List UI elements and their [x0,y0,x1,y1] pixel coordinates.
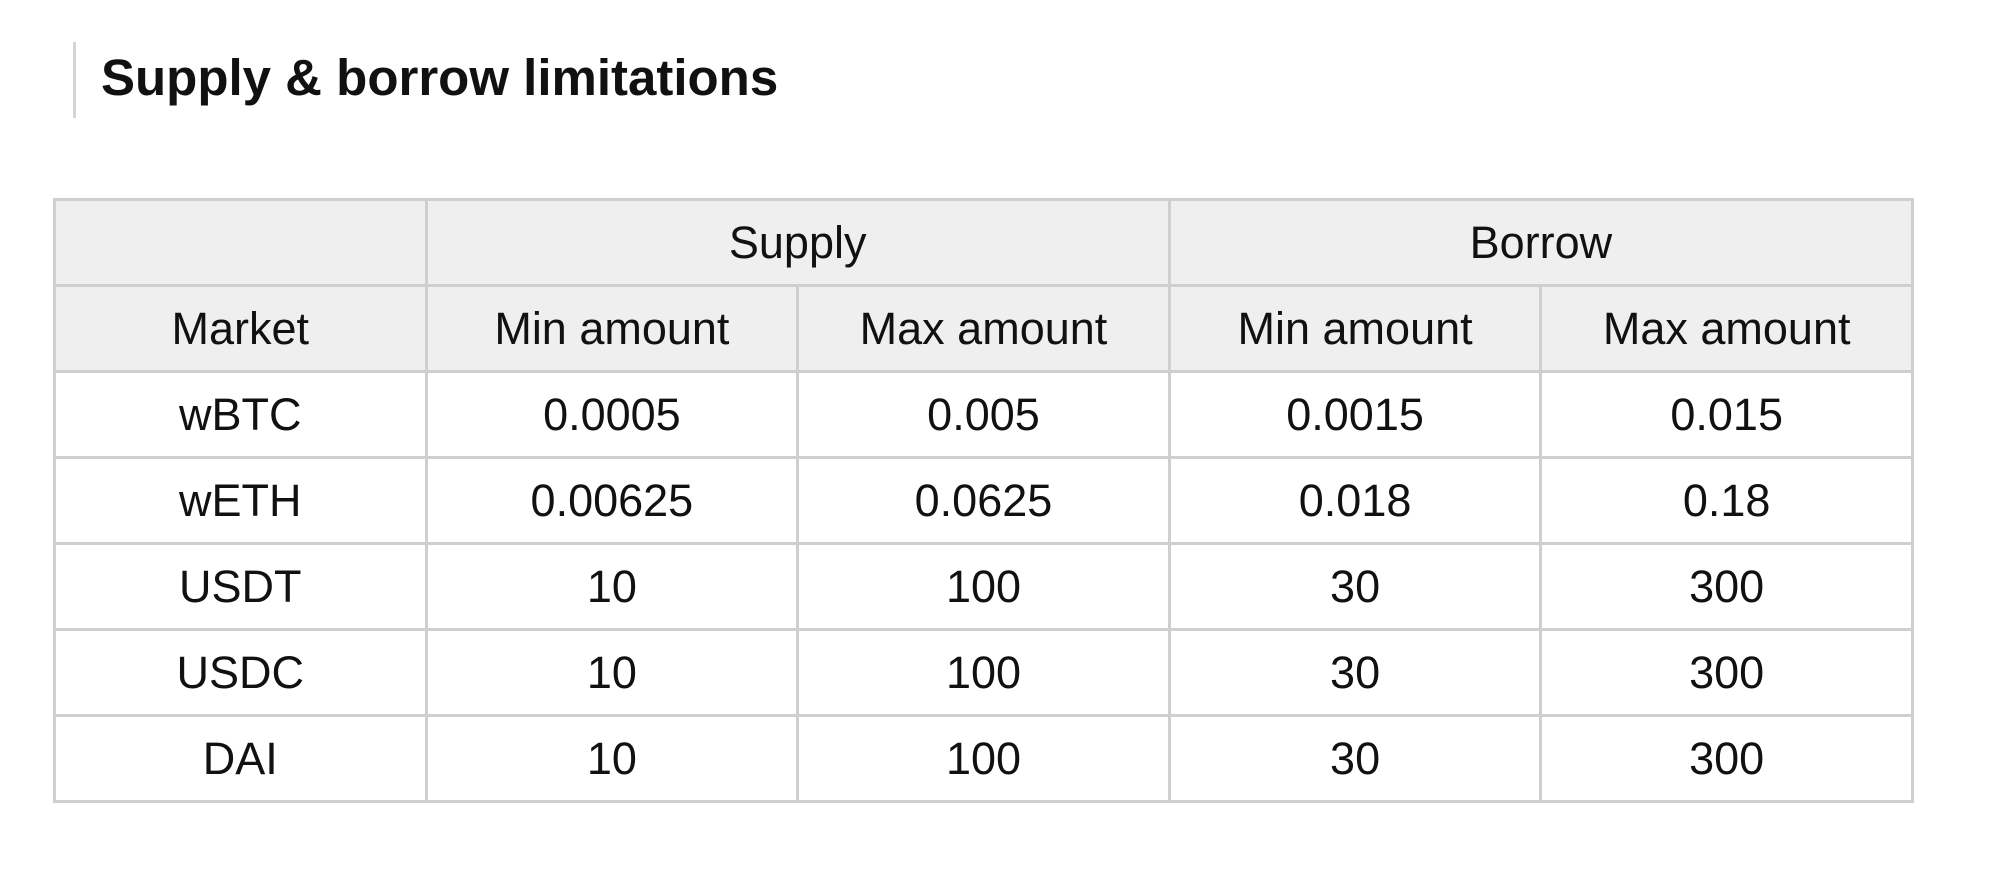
borrow-min-cell: 0.018 [1167,456,1543,545]
table-row: wETH 0.00625 0.0625 0.018 0.18 [53,456,1914,545]
borrow-min-cell: 0.0015 [1167,370,1543,459]
supply-max-cell: 0.005 [796,370,1171,459]
supply-min-cell: 10 [424,714,800,803]
table-row: wBTC 0.0005 0.005 0.0015 0.015 [53,370,1914,459]
borrow-min-cell: 30 [1167,628,1543,717]
market-cell: wETH [53,456,428,545]
supply-max-cell: 100 [796,542,1171,631]
limits-table: Supply Borrow Market Min amount Max amou… [53,198,1914,803]
borrow-max-cell: 0.015 [1539,370,1914,459]
table-header: Supply Borrow Market Min amount Max amou… [53,198,1914,373]
borrow-max-cell: 300 [1539,542,1914,631]
group-header-row: Supply Borrow [53,198,1914,287]
column-header-market: Market [53,284,428,373]
table-row: DAI 10 100 30 300 [53,714,1914,803]
supply-min-cell: 10 [424,542,800,631]
column-header-supply-min: Min amount [424,284,800,373]
table-row: USDT 10 100 30 300 [53,542,1914,631]
supply-min-cell: 0.0005 [424,370,800,459]
supply-min-cell: 0.00625 [424,456,800,545]
supply-min-cell: 10 [424,628,800,717]
page-title: Supply & borrow limitations [101,49,779,106]
group-header-empty [53,198,428,287]
borrow-min-cell: 30 [1167,542,1543,631]
supply-max-cell: 0.0625 [796,456,1171,545]
group-header-borrow: Borrow [1167,198,1914,287]
market-cell: wBTC [53,370,428,459]
table-body: wBTC 0.0005 0.005 0.0015 0.015 wETH 0.00… [53,370,1914,803]
borrow-max-cell: 0.18 [1539,456,1914,545]
market-cell: USDT [53,542,428,631]
table-row: USDC 10 100 30 300 [53,628,1914,717]
column-header-row: Market Min amount Max amount Min amount … [53,284,1914,373]
heading-accent-bar [73,42,76,118]
borrow-min-cell: 30 [1167,714,1543,803]
borrow-max-cell: 300 [1539,714,1914,803]
column-header-borrow-min: Min amount [1167,284,1543,373]
borrow-max-cell: 300 [1539,628,1914,717]
supply-max-cell: 100 [796,714,1171,803]
group-header-supply: Supply [424,198,1171,287]
market-cell: DAI [53,714,428,803]
column-header-supply-max: Max amount [796,284,1171,373]
supply-max-cell: 100 [796,628,1171,717]
column-header-borrow-max: Max amount [1539,284,1914,373]
market-cell: USDC [53,628,428,717]
